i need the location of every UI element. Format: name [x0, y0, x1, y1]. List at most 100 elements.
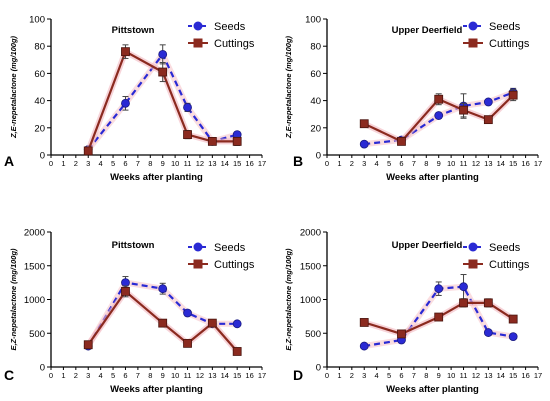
- series-cuttings: [83, 285, 242, 356]
- panel-label: C: [4, 367, 14, 383]
- data-point: [121, 47, 130, 57]
- data-point: [359, 139, 369, 149]
- legend-marker: [193, 21, 203, 31]
- x-tick-label: 10: [447, 371, 455, 380]
- legend-label: Cuttings: [489, 38, 530, 50]
- x-tick-label: 12: [472, 159, 480, 168]
- x-tick-label: 1: [61, 159, 65, 168]
- legend-marker: [468, 242, 478, 252]
- chart-title: Upper Deerfield: [392, 240, 463, 251]
- legend-label: Cuttings: [214, 259, 255, 271]
- y-tick-label: 40: [34, 96, 45, 107]
- x-tick-label: 5: [387, 159, 391, 168]
- y-tick-label: 0: [40, 363, 45, 374]
- data-point: [508, 332, 518, 342]
- data-point: [359, 119, 369, 129]
- x-tick-label: 14: [221, 371, 229, 380]
- x-axis-label: Weeks after planting: [110, 384, 203, 395]
- y-axis-label: Z,E-nepetalactone (mg/100g): [284, 35, 293, 139]
- x-tick-label: 13: [208, 371, 216, 380]
- x-tick-label: 2: [350, 371, 354, 380]
- data-point: [158, 49, 168, 59]
- legend-marker: [468, 21, 478, 31]
- x-tick-label: 2: [74, 159, 78, 168]
- x-tick-label: 6: [399, 159, 403, 168]
- legend-marker: [468, 259, 478, 269]
- x-tick-label: 4: [99, 159, 103, 168]
- x-tick-label: 15: [509, 159, 517, 168]
- series-cuttings: [83, 44, 242, 156]
- y-tick-label: 100: [29, 15, 45, 26]
- data-point: [207, 136, 217, 146]
- data-point: [183, 338, 192, 348]
- y-tick-label: 500: [29, 329, 45, 340]
- y-tick-label: 80: [310, 42, 321, 53]
- data-point: [183, 130, 192, 140]
- x-tick-label: 7: [412, 371, 416, 380]
- x-tick-label: 14: [221, 159, 229, 168]
- data-point: [183, 308, 192, 318]
- x-tick-label: 0: [49, 159, 53, 168]
- x-tick-label: 9: [161, 371, 165, 380]
- x-tick-label: 13: [208, 159, 216, 168]
- x-tick-label: 7: [136, 159, 140, 168]
- y-tick-label: 60: [310, 69, 321, 80]
- x-tick-label: 7: [136, 371, 140, 380]
- x-tick-label: 9: [437, 159, 441, 168]
- legend: Seeds Cuttings: [463, 21, 530, 50]
- data-point: [359, 341, 369, 351]
- x-tick-label: 3: [362, 159, 366, 168]
- data-point: [483, 97, 493, 107]
- x-tick-label: 11: [184, 159, 192, 168]
- x-tick-label: 16: [245, 371, 253, 380]
- x-tick-label: 9: [161, 159, 165, 168]
- x-axis-label: Weeks after planting: [386, 172, 479, 183]
- x-tick-label: 14: [497, 371, 505, 380]
- x-tick-label: 4: [375, 159, 379, 168]
- series-cuttings: [359, 89, 518, 146]
- legend-marker: [193, 259, 203, 269]
- data-point: [158, 318, 168, 328]
- legend-label: Seeds: [489, 242, 521, 254]
- data-point: [483, 328, 493, 337]
- data-point: [158, 284, 168, 294]
- series-line: [87, 281, 238, 347]
- chart-panel-c: 0 1 2 3 4 5 6 7 8 9 10 11 12 13 14 15 16 1705001000150020…: [4, 228, 266, 396]
- legend-label: Seeds: [214, 242, 246, 254]
- x-axis-label: Weeks after planting: [386, 384, 479, 395]
- x-tick-label: 5: [387, 371, 391, 380]
- x-tick-label: 15: [233, 371, 241, 380]
- panel-label: D: [293, 367, 303, 383]
- data-point: [232, 347, 242, 356]
- y-tick-label: 2000: [300, 228, 321, 239]
- x-tick-label: 15: [233, 159, 241, 168]
- panel-label: A: [4, 153, 14, 169]
- x-tick-label: 3: [362, 371, 366, 380]
- x-tick-label: 3: [86, 371, 90, 380]
- y-tick-label: 100: [305, 15, 321, 26]
- x-tick-label: 15: [509, 371, 517, 380]
- legend-label: Cuttings: [489, 259, 530, 271]
- chart-panel-a: 0 1 2 3 4 5 6 7 8 9 10 11 12 13 14 15 16 17020406080100We…: [4, 15, 266, 184]
- data-point: [434, 284, 444, 294]
- x-tick-label: 1: [61, 371, 65, 380]
- y-tick-label: 0: [40, 151, 45, 162]
- x-tick-label: 12: [472, 371, 480, 380]
- x-tick-label: 11: [184, 371, 192, 380]
- y-axis-label: E,Z-nepetalactone (mg/100g): [284, 248, 293, 351]
- y-tick-label: 0: [316, 151, 321, 162]
- chart-panel-d: 0 1 2 3 4 5 6 7 8 9 10 11 12 13 14 15 16 1705001000150020…: [284, 228, 542, 396]
- data-point: [483, 115, 493, 125]
- y-tick-label: 60: [34, 69, 45, 80]
- panel-label: B: [293, 153, 303, 169]
- y-tick-label: 1500: [300, 261, 321, 272]
- x-tick-label: 6: [123, 159, 127, 168]
- x-tick-label: 17: [258, 371, 266, 380]
- data-point: [158, 67, 168, 77]
- y-tick-label: 40: [310, 96, 321, 107]
- x-tick-label: 0: [325, 159, 329, 168]
- legend: Seeds Cuttings: [188, 21, 255, 50]
- y-tick-label: 0: [316, 363, 321, 374]
- y-tick-label: 1000: [300, 295, 321, 306]
- data-point: [83, 146, 93, 156]
